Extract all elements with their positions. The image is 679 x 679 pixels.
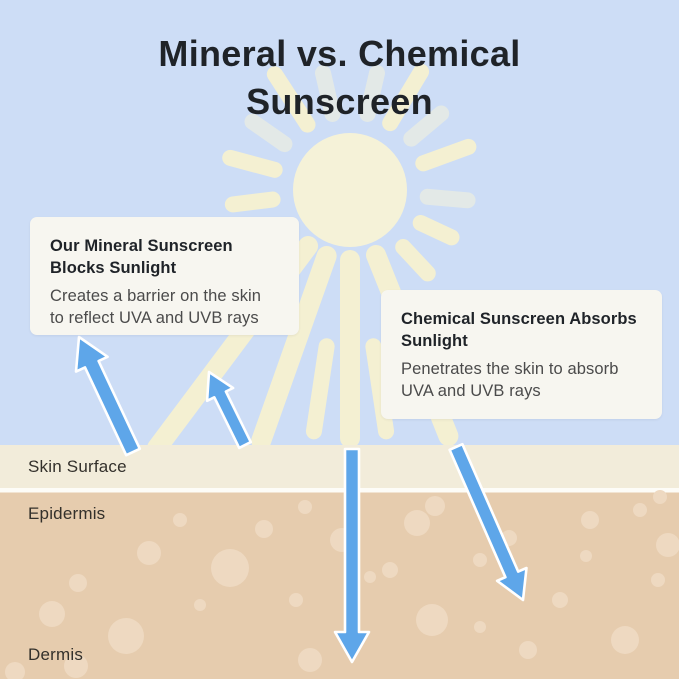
skin-bubble <box>633 503 647 517</box>
sun-ray <box>305 338 335 440</box>
skin-bubble <box>611 626 639 654</box>
sunbeam-center <box>340 250 360 448</box>
chemical-callout-heading: Chemical Sunscreen Absorbs Sunlight <box>401 310 637 350</box>
skin-surface-band <box>0 445 679 488</box>
sun-ray <box>224 191 281 213</box>
skin-bubble <box>173 513 187 527</box>
sun-ray <box>395 239 436 282</box>
skin-bubble <box>552 592 568 608</box>
skin-surface-underline <box>0 488 679 493</box>
skin-bubble <box>425 496 445 516</box>
chemical-callout-card: Chemical Sunscreen Absorbs Sunlight Pene… <box>381 290 662 419</box>
uv-ray-arrows <box>74 335 528 664</box>
skin-bubble <box>653 490 667 504</box>
skin-bubbles <box>5 490 679 679</box>
mineral-callout-body: Creates a barrier on the skin to reflect… <box>50 286 262 327</box>
skin-bubble <box>298 648 322 672</box>
sunbeam-left-inner <box>251 245 337 451</box>
mineral-callout-heading: Our Mineral Sunscreen Blocks Sunlight <box>50 237 233 277</box>
skin-bubble <box>108 618 144 654</box>
skin-bubble <box>364 571 376 583</box>
sun-ray <box>266 66 316 133</box>
reflected-ray-arrow-small <box>205 370 253 450</box>
skin-bubble <box>382 562 398 578</box>
skin-bubble <box>194 599 206 611</box>
page-title: Mineral vs. Chemical Sunscreen <box>158 33 521 122</box>
epidermis-label: Epidermis <box>28 504 106 523</box>
skin-bubble <box>474 621 486 633</box>
sun-ray <box>415 138 477 172</box>
sun-ray-faint <box>419 188 476 209</box>
skin-bubble <box>519 641 537 659</box>
skin-bubble <box>39 601 65 627</box>
skin-bubble <box>64 654 88 678</box>
skin-bubble <box>656 533 679 557</box>
sun <box>293 133 407 247</box>
skin-bubble <box>5 662 25 679</box>
skin-bubble <box>255 520 273 538</box>
sun-ray-faint <box>244 113 293 153</box>
skin-bubble <box>581 511 599 529</box>
chemical-callout-body: Penetrates the skin to absorb UVA and UV… <box>401 359 619 400</box>
skin-bubble <box>69 574 87 592</box>
dermis-label: Dermis <box>28 645 84 664</box>
skin-bubble <box>580 550 592 562</box>
absorbed-ray-arrow-center <box>333 447 371 664</box>
sun-ray <box>412 214 460 246</box>
sun-ray-faint <box>403 105 450 147</box>
skin-bubble <box>289 593 303 607</box>
skin-bubble <box>404 510 430 536</box>
skin-bubble <box>651 573 665 587</box>
skin-bubble <box>211 549 249 587</box>
skin-bubble <box>298 500 312 514</box>
mineral-callout-card: Our Mineral Sunscreen Blocks Sunlight Cr… <box>30 217 299 335</box>
skin-bubble <box>416 604 448 636</box>
sun-ray-faint <box>359 65 385 122</box>
skin-surface-label: Skin Surface <box>28 457 127 476</box>
skin-bubble <box>137 541 161 565</box>
absorbed-ray-arrow-right <box>448 442 528 602</box>
skin-bubble <box>473 553 487 567</box>
reflected-ray-arrow-large <box>74 335 142 457</box>
sun-ray-faint <box>315 65 341 122</box>
sun-ray <box>222 149 283 178</box>
sun-ray <box>382 63 430 132</box>
